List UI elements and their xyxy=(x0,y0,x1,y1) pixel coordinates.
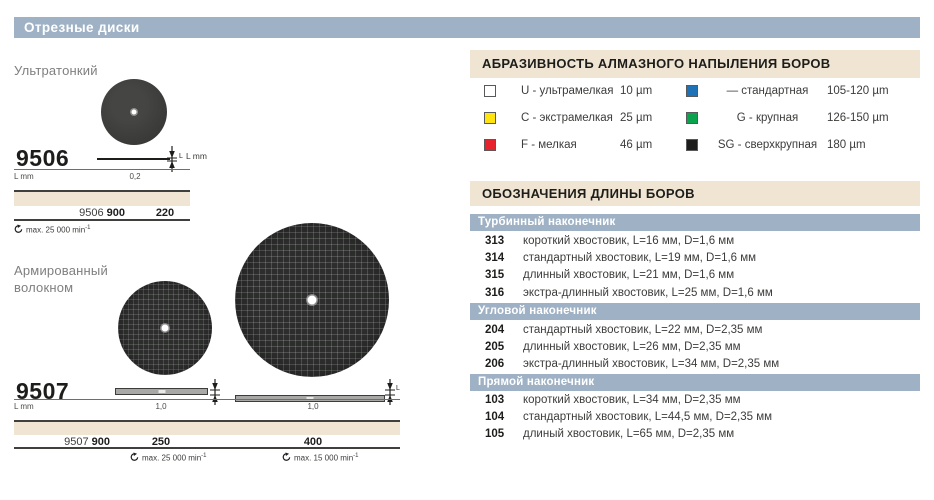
legend-label: G - крупная xyxy=(736,112,799,124)
sku-suffix: 900 xyxy=(106,207,125,219)
length-desc: стандартный хвостовик, L=19 мм, D=1,6 мм xyxy=(523,252,757,264)
dimension-letter: L xyxy=(179,153,183,160)
legend-label: U - ультрамелкая xyxy=(521,85,614,97)
legend-value: 25 µm xyxy=(620,112,653,124)
legend-label: C - экстрамелкая xyxy=(521,112,613,124)
swatch-fine xyxy=(484,139,496,151)
length-desc: стандартный хвостовик, L=44,5 мм, D=2,35… xyxy=(523,411,773,423)
max-speed-9507-large: max. 15 000 min-1 xyxy=(282,451,358,464)
length-desc: длинный хвостовик, L=26 мм, D=2,35 мм xyxy=(523,341,741,353)
sku-suffix: 900 xyxy=(91,436,110,448)
size-value-220: 220 xyxy=(155,207,175,219)
swatch-extrafine xyxy=(484,112,496,124)
length-code: 316 xyxy=(485,287,505,299)
swatch-ultrafine xyxy=(484,85,496,97)
thickness-value-2: 1,0 xyxy=(307,402,319,411)
max-speed-9506: max. 25 000 min-1 xyxy=(14,223,90,236)
size-value-400: 400 xyxy=(303,436,323,448)
legend-label: — стандартная xyxy=(726,85,809,97)
disc-9506-image xyxy=(101,79,167,145)
dimension-unit-label: L mm xyxy=(186,151,207,161)
row-label-lmm: L mm xyxy=(14,402,34,411)
speed-exponent: -1 xyxy=(85,225,91,231)
thickness-value-1: 1,0 xyxy=(155,402,167,411)
rotation-speed-icon xyxy=(282,452,291,461)
size-value-250: 250 xyxy=(151,436,171,448)
legend-label: F - мелкая xyxy=(521,139,577,151)
length-code: 103 xyxy=(485,394,505,406)
length-code: 313 xyxy=(485,235,505,247)
material-label-ultrathin: Ультратонкий xyxy=(14,63,98,78)
length-desc: короткий хвостовик, L=34 мм, D=2,35 мм xyxy=(523,394,741,406)
disc-9507-large-image xyxy=(235,223,389,377)
thickness-dimension-icon xyxy=(210,379,220,405)
sku-prefix: 9507 xyxy=(64,436,89,448)
disc-9507-small-image xyxy=(118,281,212,375)
speed-text: max. 25 000 min xyxy=(26,225,86,235)
legend-value: 180 µm xyxy=(827,139,866,151)
swatch-supercoarse xyxy=(686,139,698,151)
abrasiveness-section-title: АБРАЗИВНОСТЬ АЛМАЗНОГО НАПЫЛЕНИЯ БОРОВ xyxy=(470,50,920,78)
length-code: 205 xyxy=(485,341,505,353)
length-code: 314 xyxy=(485,252,505,264)
thickness-value: 0,2 xyxy=(129,172,141,181)
group-band-straight: Прямой наконечник xyxy=(470,374,920,391)
length-desc: длинный хвостовик, L=21 мм, D=1,6 мм xyxy=(523,269,735,281)
speed-exponent: -1 xyxy=(201,453,207,459)
length-desc: длиный хвостовик, L=65 мм, D=2,35 мм xyxy=(523,428,735,440)
divider xyxy=(14,169,190,170)
table-strip-9507 xyxy=(14,420,400,435)
legend-value: 105-120 µm xyxy=(827,85,889,97)
legend-value: 46 µm xyxy=(620,139,653,151)
dimension-letter: L xyxy=(396,385,400,392)
swatch-standard xyxy=(686,85,698,97)
legend-value: 126-150 µm xyxy=(827,112,889,124)
product-code-9506: 9506 xyxy=(16,145,70,171)
speed-text: max. 15 000 min xyxy=(294,453,354,463)
hole-notch xyxy=(158,390,165,393)
length-code: 315 xyxy=(485,269,505,281)
length-desc: короткий хвостовик, L=16 мм, D=1,6 мм xyxy=(523,235,735,247)
divider xyxy=(14,399,400,400)
speed-exponent: -1 xyxy=(353,453,359,459)
cross-section-9507-small xyxy=(115,388,208,395)
cross-section-9507-large xyxy=(235,395,385,402)
length-code: 204 xyxy=(485,324,505,336)
rotation-speed-icon xyxy=(14,224,23,233)
table-strip-9506 xyxy=(14,190,190,206)
page-title: Отрезные диски xyxy=(14,17,920,38)
lengths-section-title: ОБОЗНАЧЕНИЯ ДЛИНЫ БОРОВ xyxy=(470,181,920,206)
length-code: 105 xyxy=(485,428,505,440)
group-band-angular: Угловой наконечник xyxy=(470,303,920,320)
divider xyxy=(14,447,400,449)
swatch-coarse xyxy=(686,112,698,124)
material-label-line2: волокном xyxy=(14,280,74,295)
legend-label: SG - сверхкрупная xyxy=(717,139,818,151)
sku-row-9506: 9506 900 xyxy=(14,207,125,219)
thickness-dimension-icon xyxy=(385,379,395,405)
thickness-dimension-icon xyxy=(167,146,177,172)
length-desc: экстра-длинный хвостовик, L=25 мм, D=1,6… xyxy=(523,287,773,299)
sku-row-9507: 9507 900 xyxy=(14,436,110,448)
speed-text: max. 25 000 min xyxy=(142,453,202,463)
cross-section-9506 xyxy=(97,158,170,160)
sku-prefix: 9506 xyxy=(79,207,104,219)
legend-value: 10 µm xyxy=(620,85,653,97)
hole-notch xyxy=(306,397,314,400)
material-label-fiber: Армированный волокном xyxy=(14,262,108,296)
length-desc: экстра-длинный хвостовик, L=34 мм, D=2,3… xyxy=(523,358,780,370)
disc-hole xyxy=(307,295,317,305)
length-desc: стандартный хвостовик, L=22 мм, D=2,35 м… xyxy=(523,324,763,336)
product-code-9507: 9507 xyxy=(16,378,70,404)
disc-hole xyxy=(131,109,137,115)
material-label-line1: Армированный xyxy=(14,263,108,278)
disc-hole xyxy=(161,324,169,332)
max-speed-9507-small: max. 25 000 min-1 xyxy=(130,451,206,464)
rotation-speed-icon xyxy=(130,452,139,461)
length-code: 104 xyxy=(485,411,505,423)
row-label-lmm: L mm xyxy=(14,172,34,181)
group-band-turbine: Турбинный наконечник xyxy=(470,214,920,231)
length-code: 206 xyxy=(485,358,505,370)
divider xyxy=(14,219,190,221)
